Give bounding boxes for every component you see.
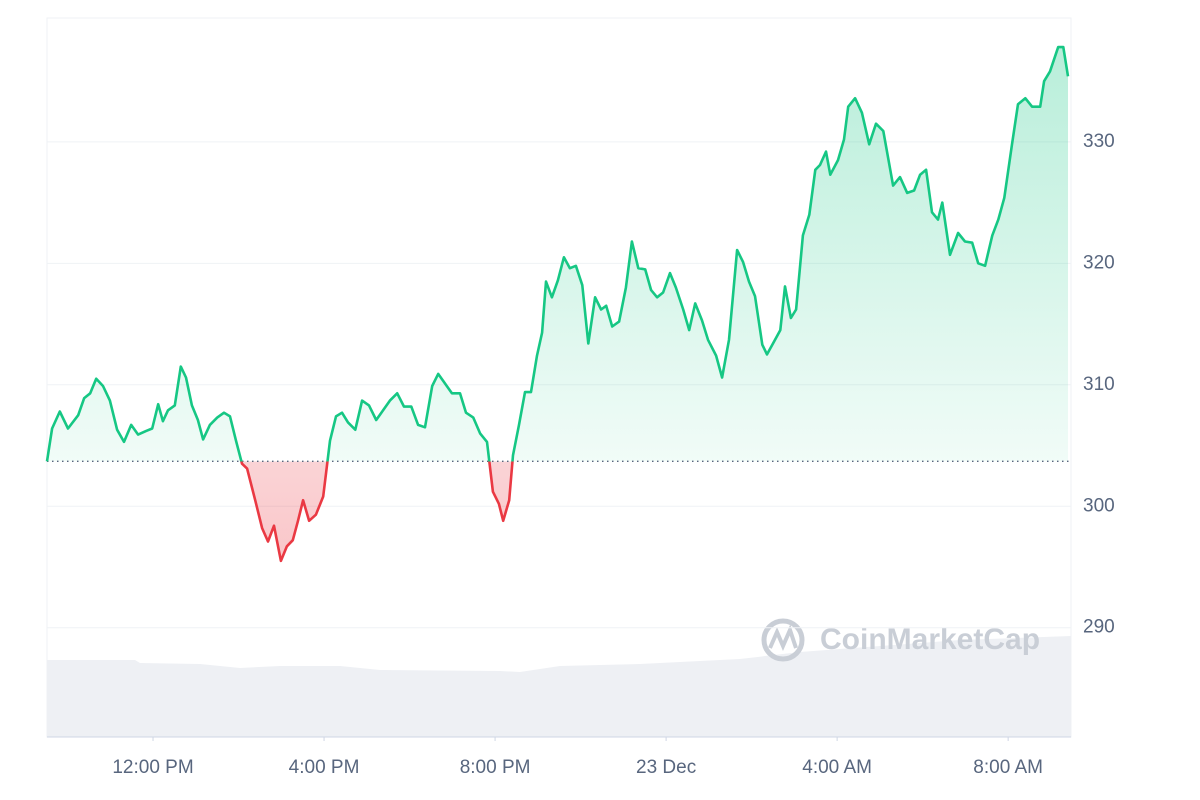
x-tick-label: 23 Dec — [636, 757, 696, 778]
y-tick-label: 290 — [1083, 617, 1115, 638]
y-tick-label: 330 — [1083, 131, 1115, 152]
area — [47, 47, 1069, 561]
x-tick-label: 8:00 AM — [973, 757, 1043, 778]
watermark: CoinMarketCap — [761, 618, 1040, 662]
y-tick-label: 320 — [1083, 252, 1115, 273]
y-tick-label: 300 — [1083, 495, 1115, 516]
watermark-text: CoinMarketCap — [820, 623, 1040, 656]
x-tick-label: 12:00 PM — [112, 757, 193, 778]
x-tick-label: 8:00 PM — [460, 757, 531, 778]
price-line — [45, 45, 1070, 563]
y-tick-label: 310 — [1083, 374, 1115, 395]
volume-band — [47, 636, 1071, 737]
x-tick-label: 4:00 AM — [802, 757, 872, 778]
x-tick-label: 4:00 PM — [289, 757, 360, 778]
